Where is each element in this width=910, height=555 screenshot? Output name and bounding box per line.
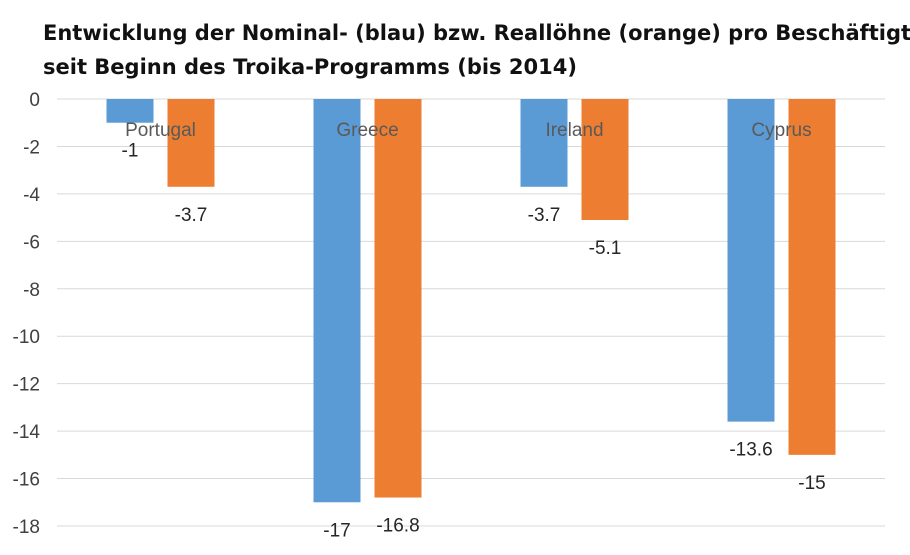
category-label: Greece <box>336 120 398 141</box>
chart-title-line-1: Entwicklung der Nominal- (blau) bzw. Rea… <box>43 21 910 45</box>
category-label: Portugal <box>125 120 196 141</box>
bar <box>106 99 154 123</box>
bar <box>520 99 568 187</box>
y-tick-label: -18 <box>13 517 40 538</box>
bar <box>374 99 422 498</box>
category-label: Cyprus <box>751 120 811 141</box>
y-tick-label: 0 <box>29 90 40 111</box>
data-label: -15 <box>798 473 825 494</box>
y-tick-label: -14 <box>13 422 41 443</box>
data-label: -3.7 <box>175 205 208 226</box>
bar <box>788 99 836 455</box>
data-label: -16.8 <box>376 516 419 537</box>
y-tick-label: -6 <box>23 232 40 253</box>
chart-title: Entwicklung der Nominal- (blau) bzw. Rea… <box>43 16 910 84</box>
y-tick-label: -12 <box>13 375 40 396</box>
data-label: -17 <box>323 520 350 541</box>
bar <box>167 99 215 187</box>
bar <box>313 99 361 503</box>
bar <box>727 99 775 422</box>
y-tick-label: -10 <box>13 327 40 348</box>
chart-title-line-2: seit Beginn des Troika-Programms (bis 20… <box>43 55 577 79</box>
y-tick-label: -4 <box>23 185 40 206</box>
bar <box>581 99 629 220</box>
data-label: -1 <box>122 141 139 162</box>
y-tick-label: -16 <box>13 470 40 491</box>
y-tick-label: -8 <box>23 280 40 301</box>
data-label: -5.1 <box>589 238 622 259</box>
category-label: Ireland <box>545 120 603 141</box>
data-label: -13.6 <box>729 440 772 461</box>
data-label: -3.7 <box>528 205 561 226</box>
y-tick-label: -2 <box>23 137 40 158</box>
